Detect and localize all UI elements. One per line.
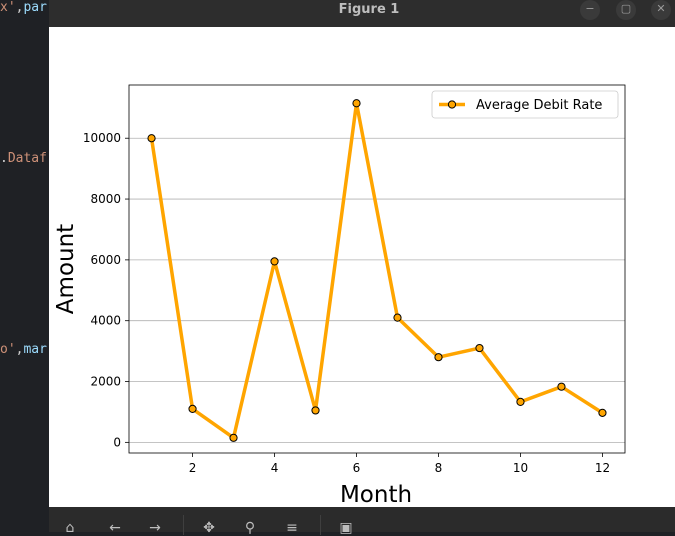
code-token: par xyxy=(23,0,47,15)
navigation-toolbar: ⌂ ← → ✥ ⚲ ≡ ▣ xyxy=(49,507,675,535)
y-tick-label: 2000 xyxy=(90,375,121,389)
y-axis-label: Amount xyxy=(53,224,79,314)
forward-icon: → xyxy=(149,520,161,536)
pan-icon: ✥ xyxy=(203,520,215,536)
legend-box xyxy=(431,90,619,119)
code-token: , xyxy=(15,342,24,357)
x-tick-label: 2 xyxy=(189,461,197,475)
code-line: .Dataf xyxy=(0,151,47,166)
maximize-icon: ▢ xyxy=(620,2,632,15)
pan-button[interactable]: ✥ xyxy=(198,521,220,535)
legend-label: Average Debit Rate xyxy=(476,98,602,113)
y-tick-label: 4000 xyxy=(90,314,121,328)
code-token: mar xyxy=(23,342,47,357)
code-token: x' xyxy=(0,0,16,15)
close-icon: ✕ xyxy=(656,2,666,15)
y-tick-label: 0 xyxy=(113,435,121,449)
data-point xyxy=(229,433,238,442)
code-token: Dataf xyxy=(7,151,47,166)
figure-canvas[interactable]: 0 2000 4000 6000 8000 10000 2 4 6 8 10 12 Month Amoun… xyxy=(49,27,675,508)
minimize-button[interactable]: − xyxy=(580,0,600,20)
line-chart: 0 2000 4000 6000 8000 10000 2 4 6 8 10 12 Month Amoun… xyxy=(53,84,626,508)
code-line: o',mar xyxy=(0,342,47,357)
minimize-icon: − xyxy=(585,2,595,15)
plot-frame xyxy=(128,84,626,454)
configure-subplots-icon: ≡ xyxy=(286,520,298,536)
data-point xyxy=(598,408,607,417)
data-point xyxy=(352,99,361,108)
code-line: x',par xyxy=(0,0,47,15)
data-point xyxy=(516,397,525,407)
close-button[interactable]: ✕ xyxy=(651,0,671,20)
code-token: , xyxy=(15,0,24,15)
x-tick-label: 4 xyxy=(271,461,279,475)
toolbar-separator xyxy=(183,515,184,535)
back-button[interactable]: ← xyxy=(104,521,126,535)
x-tick-label: 12 xyxy=(595,461,610,475)
data-point xyxy=(311,406,320,415)
legend-marker xyxy=(447,100,457,109)
data-point xyxy=(475,343,484,353)
toolbar-separator xyxy=(320,515,321,535)
window-title: Figure 1 xyxy=(338,2,400,17)
data-point xyxy=(147,134,156,143)
code-editor-background: x',par .Dataf o',mar xyxy=(0,0,49,532)
data-point xyxy=(434,353,443,362)
data-point xyxy=(393,313,402,322)
zoom-icon: ⚲ xyxy=(244,520,256,536)
code-token: . xyxy=(0,151,8,166)
home-button[interactable]: ⌂ xyxy=(59,521,81,535)
maximize-button[interactable]: ▢ xyxy=(616,0,636,20)
x-axis-label: Month xyxy=(340,482,412,507)
x-tick-label: 6 xyxy=(353,461,361,475)
y-tick-label: 10000 xyxy=(83,131,121,145)
data-point xyxy=(270,257,279,266)
zoom-button[interactable]: ⚲ xyxy=(239,521,261,535)
series-line xyxy=(149,101,604,440)
y-tick-label: 6000 xyxy=(90,253,121,267)
back-icon: ← xyxy=(109,520,121,536)
home-icon: ⌂ xyxy=(65,520,75,536)
x-tick-label: 10 xyxy=(513,461,528,475)
x-tick-label: 8 xyxy=(435,461,443,475)
configure-subplots-button[interactable]: ≡ xyxy=(281,521,303,535)
data-point xyxy=(188,404,197,414)
y-tick-label: 8000 xyxy=(90,192,121,206)
data-point xyxy=(557,382,566,391)
figure-window: Figure 1 − ▢ ✕ 0 2000 4000 6000 8000 10000 2 4 6… xyxy=(49,0,675,535)
save-button[interactable]: ▣ xyxy=(335,521,357,535)
forward-button[interactable]: → xyxy=(144,521,166,535)
code-token: o' xyxy=(0,342,16,357)
save-icon: ▣ xyxy=(339,520,353,536)
window-titlebar[interactable]: Figure 1 − ▢ ✕ xyxy=(49,0,675,27)
